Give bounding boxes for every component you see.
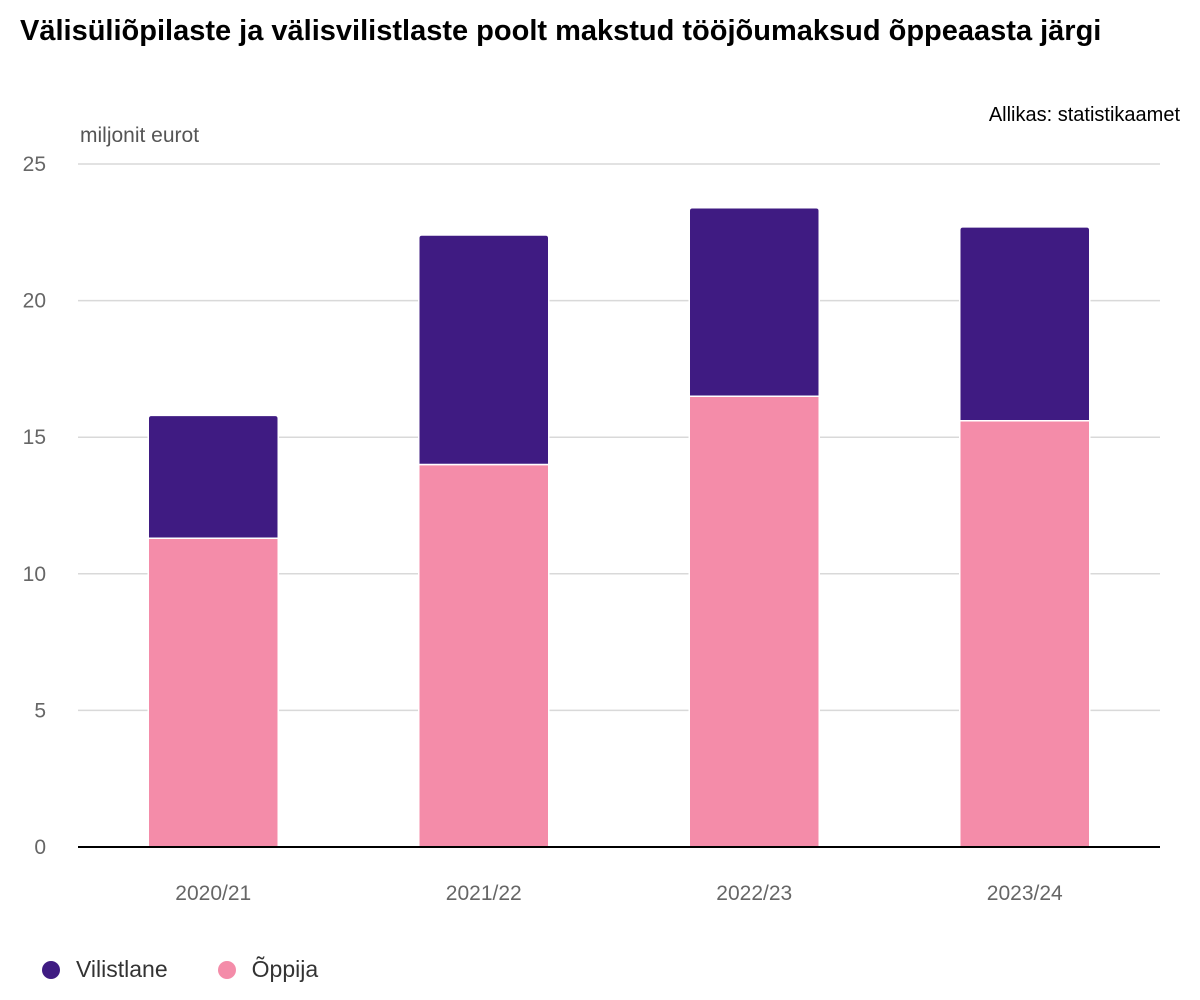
x-tick-label: 2020/21 (175, 882, 251, 905)
legend-label-vilistlane: Vilistlane (76, 956, 168, 982)
bar-vilistlane-2021-22[interactable] (418, 234, 550, 466)
bar-vilistlane-2020-21[interactable] (147, 414, 279, 540)
bars (78, 206, 1160, 848)
legend-item-vilistlane[interactable]: Vilistlane (42, 956, 168, 983)
y-tick-label: 20 (23, 290, 46, 313)
y-tick-label: 25 (23, 153, 46, 176)
y-axis-ticks: 0 5 10 15 20 25 (23, 153, 46, 859)
x-tick-label: 2022/23 (716, 882, 792, 905)
y-tick-label: 10 (23, 563, 46, 586)
legend-label-oppija: Õppija (251, 956, 319, 982)
y-axis-unit-label: miljonit eurot (80, 124, 200, 147)
source-note: Allikas: statistikaamet (988, 104, 1180, 126)
x-tick-label: 2023/24 (987, 882, 1063, 905)
legend-swatch-oppija (217, 960, 236, 979)
x-tick-label: 2021/22 (446, 882, 522, 905)
bar-oppija-2022-23[interactable] (688, 395, 820, 848)
legend: Vilistlane Õppija (42, 956, 368, 983)
bar-vilistlane-2022-23[interactable] (688, 206, 820, 397)
chart-title: Välisüliõpilaste ja välisvilistlaste poo… (20, 15, 1102, 47)
x-axis-ticks: 2020/21 2021/22 2022/23 2023/24 (175, 882, 1063, 905)
legend-swatch-vilistlane (42, 960, 60, 979)
bar-oppija-2021-22[interactable] (418, 463, 550, 848)
bar-oppija-2020-21[interactable] (147, 537, 279, 848)
y-tick-label: 15 (23, 426, 46, 449)
y-tick-label: 5 (34, 699, 46, 722)
y-tick-label: 0 (34, 836, 46, 859)
bar-vilistlane-2023-24[interactable] (959, 226, 1091, 422)
bar-oppija-2023-24[interactable] (959, 420, 1091, 848)
legend-item-oppija[interactable]: Õppija (217, 956, 319, 983)
